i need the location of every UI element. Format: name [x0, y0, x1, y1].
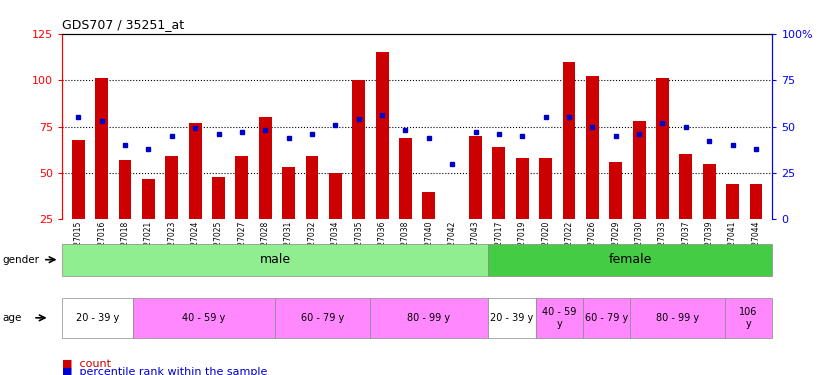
Bar — [563, 62, 576, 266]
Bar — [306, 156, 318, 266]
Text: 106
y: 106 y — [739, 307, 757, 328]
Bar — [329, 173, 342, 266]
Bar — [610, 162, 622, 266]
Bar — [633, 121, 646, 266]
Text: age: age — [2, 313, 21, 323]
Bar — [422, 192, 435, 266]
Text: 80 - 99 y: 80 - 99 y — [407, 313, 450, 323]
Bar — [539, 158, 552, 266]
Bar — [516, 158, 529, 266]
Text: male: male — [259, 253, 291, 266]
Text: 60 - 79 y: 60 - 79 y — [301, 313, 344, 323]
Bar — [119, 160, 131, 266]
Text: ■  count: ■ count — [62, 359, 111, 369]
Text: female: female — [609, 253, 652, 266]
Bar — [446, 227, 458, 266]
Text: 40 - 59
y: 40 - 59 y — [542, 307, 577, 328]
Text: 80 - 99 y: 80 - 99 y — [656, 313, 699, 323]
Bar — [399, 138, 412, 266]
Bar — [586, 76, 599, 266]
Bar — [469, 136, 482, 266]
Bar — [656, 78, 669, 266]
Bar — [188, 123, 202, 266]
Bar — [142, 178, 154, 266]
Text: 60 - 79 y: 60 - 79 y — [585, 313, 629, 323]
Bar — [749, 184, 762, 266]
Bar — [259, 117, 272, 266]
Text: GDS707 / 35251_at: GDS707 / 35251_at — [62, 18, 184, 31]
Text: 40 - 59 y: 40 - 59 y — [183, 313, 225, 323]
Bar — [492, 147, 506, 266]
Bar — [212, 177, 225, 266]
Bar — [235, 156, 249, 266]
Bar — [726, 184, 739, 266]
Bar — [165, 156, 178, 266]
Bar — [72, 140, 85, 266]
Bar — [95, 78, 108, 266]
Text: 20 - 39 y: 20 - 39 y — [490, 313, 534, 323]
Bar — [376, 53, 388, 266]
Bar — [680, 154, 692, 266]
Bar — [282, 167, 295, 266]
Text: ■  percentile rank within the sample: ■ percentile rank within the sample — [62, 367, 268, 375]
Text: gender: gender — [2, 255, 40, 265]
Bar — [703, 164, 715, 266]
Text: 20 - 39 y: 20 - 39 y — [76, 313, 119, 323]
Bar — [352, 80, 365, 266]
